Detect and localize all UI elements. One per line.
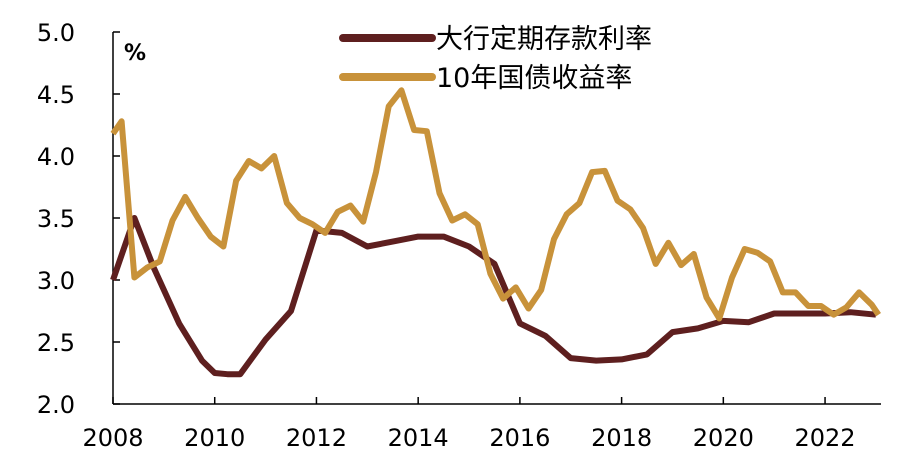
y-tick-label: 4.5 — [37, 81, 75, 109]
x-tick-label: 2022 — [795, 424, 856, 452]
unit-label: % — [124, 41, 146, 66]
y-tick-label: 3.5 — [37, 205, 75, 233]
legend: 大行定期存款利率 10年国债收益率 — [339, 24, 652, 94]
axes: 2.02.53.03.54.04.55.0 2008 2010 2012 2014 20… — [37, 19, 881, 452]
series-layer — [110, 87, 881, 378]
y-tick-label: 4.0 — [37, 143, 75, 171]
y-tick-label: 5.0 — [37, 19, 75, 47]
x-tick-label: 2014 — [388, 424, 449, 452]
y-tick-label: 2.0 — [37, 391, 75, 419]
x-tick-label: 2010 — [184, 424, 245, 452]
y-tick-label: 3.0 — [37, 267, 75, 295]
series-line-bond-yield — [110, 87, 881, 322]
y-ticks: 2.0 2.5 3.0 3.5 4.0 4.5 5.0 — [37, 19, 120, 419]
x-tick-label: 2020 — [693, 424, 754, 452]
y-tick-label: 2.5 — [37, 329, 75, 357]
x-tick-label: 2012 — [286, 424, 347, 452]
x-tick-label: 2008 — [82, 424, 143, 452]
legend-label: 10年国债收益率 — [436, 63, 632, 94]
x-tick-label: 2016 — [489, 424, 550, 452]
x-tick-label: 2018 — [591, 424, 652, 452]
x-ticks: 2008 2010 2012 2014 2016 2018 2020 2022 — [82, 397, 856, 452]
legend-label: 大行定期存款利率 — [436, 24, 652, 55]
series-line-deposit-rate — [110, 215, 877, 378]
